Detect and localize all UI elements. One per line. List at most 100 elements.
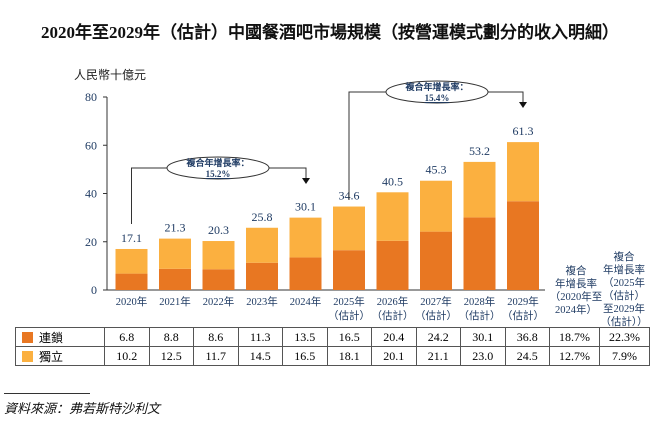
bar-chain: [115, 273, 148, 290]
table-cell: 8.6: [193, 327, 239, 347]
table-cell: 30.1: [460, 327, 506, 347]
cagr-header: （2020年至: [550, 290, 603, 303]
cagr-cell: 7.9%: [599, 346, 650, 366]
y-tick-label: 20: [85, 235, 97, 249]
y-tick-label: 80: [85, 90, 97, 104]
x-tick-label: 2024年: [290, 295, 322, 308]
series-name: 連鎖: [39, 330, 64, 345]
source-note: 資料來源：弗若斯特沙利文: [4, 401, 161, 416]
cagr-label: 複合年增長率：: [185, 157, 249, 168]
cagr-header: 年增長率: [555, 277, 597, 290]
x-tick-label: （估計）: [415, 309, 457, 322]
table-cell: 36.8: [504, 327, 550, 347]
cagr-ellipse: [385, 80, 489, 104]
table-cell: 21.1: [415, 346, 461, 366]
chart-svg: 0 20 40 60 80 17.1 2020年 21.3 2021年 20.3 2022年 25.8…: [85, 80, 648, 328]
bar-independent: [463, 161, 496, 218]
arrow-down-icon: [519, 102, 527, 108]
cagr-header: 2024年）: [555, 303, 597, 316]
series-name: 獨立: [39, 349, 64, 364]
bar-independent: [202, 241, 235, 270]
y-tick-label: 40: [85, 187, 97, 201]
legend-swatch: [22, 350, 33, 362]
table-cell: 20.1: [371, 346, 417, 366]
x-tick-label: 2028年: [464, 295, 496, 308]
total-label: 45.3: [426, 163, 447, 177]
table-cell: 6.8: [104, 327, 150, 347]
cagr-value: 15.2%: [206, 169, 231, 179]
bar-independent: [159, 238, 191, 269]
table-cell: 20.4: [371, 327, 417, 347]
table-cell: 24.5: [504, 346, 550, 366]
total-label: 17.1: [121, 231, 142, 245]
cagr-cell: 18.7%: [549, 327, 600, 347]
table-cell: 16.5: [282, 346, 328, 366]
y-tick-label: 0: [91, 283, 97, 297]
bar-chain: [202, 269, 235, 290]
bar-independent: [246, 227, 278, 263]
cagr-label: 複合年增長率：: [404, 81, 468, 92]
bar-chain: [333, 250, 365, 290]
total-label: 25.8: [252, 210, 273, 224]
bar-chain: [463, 217, 496, 290]
cagr-header: （估計））: [600, 315, 647, 328]
legend-swatch: [22, 331, 33, 343]
cagr-ellipse: [166, 156, 270, 180]
cagr-header: （估計）: [603, 289, 645, 302]
chart-title: 2020年至2029年（估計）中國餐酒吧市場規模（按營運模式劃分的收入明細）: [41, 23, 619, 42]
table-cell: 11.3: [237, 327, 283, 347]
bar-chain: [507, 201, 539, 290]
table-row: 獨立 10.2 12.5 11.7 14.5 16.5 18.1 20.1 21.1 23.0 24…: [15, 346, 650, 366]
cagr-header: 至2029年: [603, 302, 645, 315]
total-label: 61.3: [513, 124, 534, 138]
y-tick-label: 60: [85, 138, 97, 152]
cagr-header: 複合: [614, 250, 635, 263]
bar-chain: [246, 262, 278, 290]
bar-independent: [333, 206, 365, 251]
data-table: 連鎖 6.8 8.8 8.6 11.3 13.5 16.5 20.4 24.2 30.1 36.8 1…: [15, 327, 650, 366]
table-cell: 8.8: [148, 327, 194, 347]
x-tick-label: 2027年: [420, 295, 452, 308]
series-label: 獨立: [15, 346, 105, 366]
total-label: 53.2: [469, 144, 490, 158]
total-label: 40.5: [382, 174, 403, 188]
table-cell: 23.0: [460, 346, 506, 366]
bar-independent: [376, 192, 409, 241]
x-tick-label: 2023年: [246, 295, 278, 308]
bar-independent: [115, 248, 148, 274]
x-tick-label: 2021年: [159, 295, 191, 308]
table-cell: 11.7: [193, 346, 239, 366]
table-cell: 13.5: [282, 327, 328, 347]
bar-independent: [507, 142, 539, 202]
table-row: 連鎖 6.8 8.8 8.6 11.3 13.5 16.5 20.4 24.2 30.1 36.8 1…: [15, 327, 650, 347]
cagr-header: （2025年: [603, 276, 645, 289]
series-label: 連鎖: [15, 327, 105, 347]
table-cell: 12.5: [148, 346, 194, 366]
table-cell: 24.2: [415, 327, 461, 347]
total-label: 21.3: [165, 221, 186, 235]
x-tick-label: （估計）: [502, 309, 544, 322]
x-tick-label: （估計）: [459, 309, 501, 322]
x-tick-label: 2022年: [203, 295, 235, 308]
table-cell: 10.2: [104, 346, 150, 366]
arrow-down-icon: [302, 178, 310, 184]
table-cell: 14.5: [237, 346, 283, 366]
bar-chain: [376, 240, 409, 290]
table-cell: 18.1: [326, 346, 372, 366]
cagr-value: 15.4%: [425, 93, 450, 103]
x-tick-label: 2029年: [507, 295, 539, 308]
total-label: 30.1: [295, 200, 316, 214]
cagr-cell: 12.7%: [549, 346, 600, 366]
cagr-header: 複合: [566, 264, 587, 277]
bar-chain: [420, 231, 452, 290]
bar-chain: [159, 268, 191, 290]
x-tick-label: （估計）: [372, 309, 414, 322]
y-axis-unit: 人民幣十億元: [74, 68, 147, 82]
x-tick-label: 2020年: [116, 295, 148, 308]
x-tick-label: 2026年: [377, 295, 409, 308]
total-label: 20.3: [208, 223, 229, 237]
x-tick-label: （估計）: [328, 309, 370, 322]
bar-independent: [420, 180, 452, 232]
source-divider: [4, 393, 90, 394]
